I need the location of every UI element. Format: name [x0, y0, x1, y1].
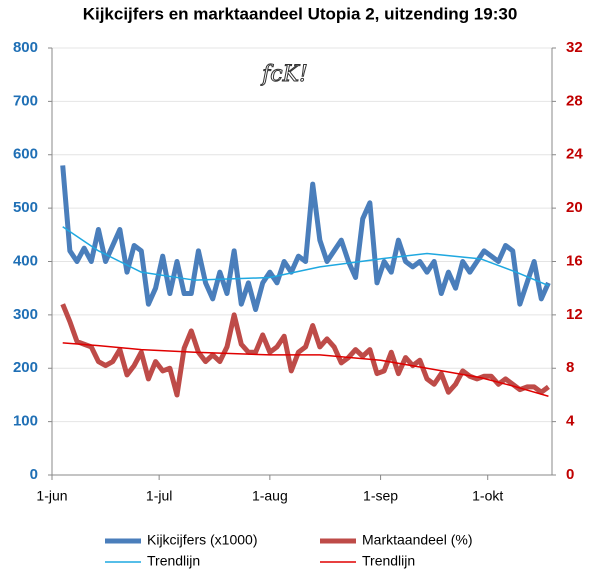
y2-tick-label: 20: [566, 199, 583, 216]
y-tick-label: 300: [13, 306, 38, 323]
y2-tick-label: 8: [566, 359, 574, 376]
logo: fcK!: [260, 62, 308, 87]
chart-title: Kijkcijfers en marktaandeel Utopia 2, ui…: [83, 4, 518, 23]
x-tick-label: 1-jul: [146, 488, 172, 504]
x-tick-label: 1-sep: [363, 488, 398, 504]
y2-tick-label: 4: [566, 413, 575, 430]
x-tick-label: 1-jun: [36, 488, 67, 504]
series-line: [60, 303, 550, 398]
y-tick-label: 500: [13, 199, 38, 216]
y-tick-label: 200: [13, 359, 38, 376]
x-tick-label: 1-okt: [472, 488, 503, 504]
series-line: [62, 342, 549, 397]
legend-label: Marktaandeel (%): [362, 532, 473, 548]
y2-tick-label: 32: [566, 39, 583, 56]
y2-tick-label: 24: [566, 146, 583, 163]
y2-tick-label: 16: [566, 252, 583, 269]
x-tick-label: 1-aug: [252, 488, 288, 504]
y-tick-label: 600: [13, 146, 38, 163]
series-line: [62, 226, 549, 287]
y2-tick-label: 28: [566, 92, 583, 109]
y-tick-label: 0: [30, 466, 38, 483]
legend-label: Trendlijn: [362, 553, 415, 569]
y2-tick-label: 12: [566, 306, 583, 323]
y-tick-label: 800: [13, 39, 38, 56]
y2-tick-label: 0: [566, 466, 574, 483]
y-tick-label: 700: [13, 92, 38, 109]
y-tick-label: 400: [13, 252, 38, 269]
legend-label: Kijkcijfers (x1000): [147, 532, 257, 548]
y-tick-label: 100: [13, 413, 38, 430]
legend-label: Trendlijn: [147, 553, 200, 569]
series-line: [60, 165, 551, 313]
